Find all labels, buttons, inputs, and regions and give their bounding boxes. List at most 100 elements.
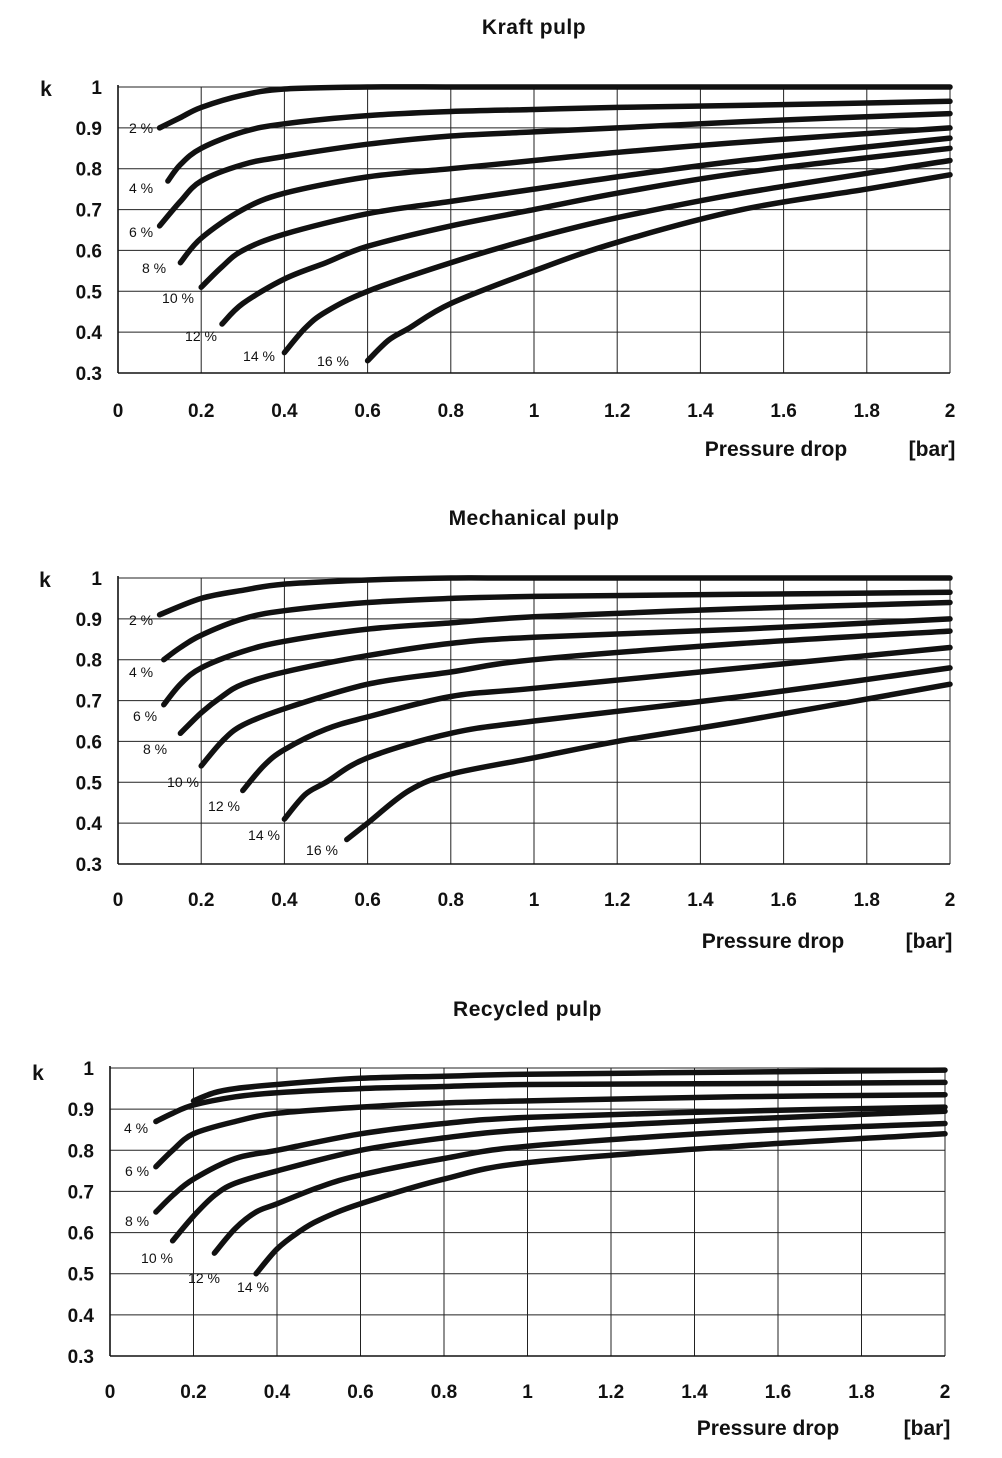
x-axis-unit: [bar] (904, 1417, 951, 1440)
x-tick-label: 1.4 (681, 1382, 708, 1403)
y-tick-label: 0.4 (68, 1306, 95, 1327)
series-label: 12 % (208, 798, 240, 814)
y-tick-label: 0.4 (76, 323, 103, 344)
x-tick-label: 0.6 (347, 1382, 373, 1403)
y-tick-label: 0.3 (76, 364, 102, 385)
series-label: 8 % (125, 1213, 149, 1229)
series-line (156, 575, 953, 618)
x-tick-label: 2 (940, 1382, 951, 1403)
x-axis-label: Pressure drop (702, 930, 844, 953)
y-tick-label: 0.4 (76, 814, 103, 835)
y-tick-label: 0.8 (68, 1141, 94, 1162)
x-tick-label: 1 (529, 890, 540, 911)
x-tick-label: 0.6 (354, 401, 380, 422)
y-tick-label: 0.9 (68, 1100, 94, 1121)
y-tick-label: 1 (91, 78, 102, 99)
x-tick-label: 1.8 (848, 1382, 874, 1403)
y-tick-label: 0.3 (68, 1347, 94, 1368)
y-tick-label: 0.6 (76, 241, 102, 262)
series-line (156, 110, 953, 229)
series-label: 12 % (188, 1270, 220, 1286)
series-line (344, 681, 953, 843)
x-tick-label: 1.6 (765, 1382, 791, 1403)
series-line (177, 125, 953, 266)
series-label: 14 % (248, 827, 280, 843)
x-tick-label: 1.2 (604, 401, 630, 422)
x-tick-label: 1.2 (604, 890, 630, 911)
series-line (156, 84, 953, 131)
y-tick-label: 0.6 (68, 1224, 94, 1245)
series-label: 6 % (125, 1163, 149, 1179)
series-label: 16 % (306, 842, 338, 858)
series-label: 8 % (142, 260, 166, 276)
y-axis-label: k (32, 1062, 44, 1085)
series-line (364, 172, 953, 364)
chart-title: Kraft pulp (482, 16, 586, 39)
x-axis-unit: [bar] (906, 930, 953, 953)
series-line (198, 135, 953, 290)
x-axis-label: Pressure drop (697, 1417, 839, 1440)
x-tick-label: 0.6 (354, 890, 380, 911)
x-axis-label: Pressure drop (705, 438, 847, 461)
series-label: 4 % (129, 180, 153, 196)
y-tick-label: 0.3 (76, 855, 102, 876)
series-line (161, 589, 953, 663)
series-label: 6 % (129, 224, 153, 240)
x-tick-label: 0 (113, 401, 124, 422)
x-axis-unit: [bar] (909, 438, 956, 461)
x-tick-label: 0.8 (438, 890, 464, 911)
series-line (153, 1079, 948, 1125)
series-line (165, 98, 953, 184)
series-line (153, 1091, 948, 1170)
x-tick-label: 0.4 (271, 890, 298, 911)
series-line (169, 1108, 948, 1244)
y-tick-label: 0.6 (76, 732, 102, 753)
series-line (281, 665, 953, 822)
x-tick-label: 0.2 (188, 890, 214, 911)
series-line (153, 1104, 948, 1215)
series-line (161, 599, 953, 708)
series-label: 2 % (129, 612, 153, 628)
y-tick-label: 1 (83, 1059, 94, 1080)
chart-title: Recycled pulp (453, 998, 602, 1021)
series-line (177, 616, 953, 737)
x-tick-label: 0 (105, 1382, 116, 1403)
y-tick-label: 0.7 (76, 692, 102, 713)
y-axis-label: k (40, 78, 52, 101)
series-line (240, 644, 953, 794)
series-line (198, 628, 953, 769)
y-tick-label: 0.5 (76, 773, 103, 794)
series-line (253, 1131, 948, 1277)
x-tick-label: 2 (945, 401, 956, 422)
y-axis-label: k (39, 569, 51, 592)
x-tick-label: 0.4 (264, 1382, 291, 1403)
chart-panel-0: Kraft pulp 0.3 0.4 0.5 0.6 0.7 0.8 0.9 1 0 0.2 0.4 0… (40, 16, 955, 461)
series-label: 14 % (243, 348, 275, 364)
series-label: 4 % (124, 1120, 148, 1136)
x-tick-label: 1.8 (854, 890, 880, 911)
series-line (211, 1120, 948, 1256)
y-tick-label: 0.7 (68, 1182, 94, 1203)
y-tick-label: 0.7 (76, 201, 102, 222)
series-label: 16 % (317, 353, 349, 369)
series-line (281, 157, 953, 356)
series-line (219, 145, 953, 327)
series-label: 10 % (167, 774, 199, 790)
series-label: 4 % (129, 664, 153, 680)
series-label: 10 % (141, 1250, 173, 1266)
x-tick-label: 1.4 (687, 890, 714, 911)
y-tick-label: 0.5 (76, 282, 103, 303)
series-label: 8 % (143, 741, 167, 757)
x-tick-label: 1 (529, 401, 540, 422)
y-tick-label: 0.9 (76, 610, 102, 631)
chart-panel-1: Mechanical pulp 0.3 0.4 0.5 0.6 0.7 0.8 0.9 1 0 0.… (39, 507, 955, 953)
y-tick-label: 0.8 (76, 160, 102, 181)
series-label: 12 % (185, 328, 217, 344)
series-label: 14 % (237, 1279, 269, 1295)
series-label: 10 % (162, 290, 194, 306)
x-tick-label: 2 (945, 890, 956, 911)
x-tick-label: 0.8 (438, 401, 464, 422)
series-label: 6 % (133, 708, 157, 724)
chart-panel-2: Recycled pulp 0.3 0.4 0.5 0.6 0.7 0.8 0.9 1 0 0.2 0… (32, 998, 950, 1440)
